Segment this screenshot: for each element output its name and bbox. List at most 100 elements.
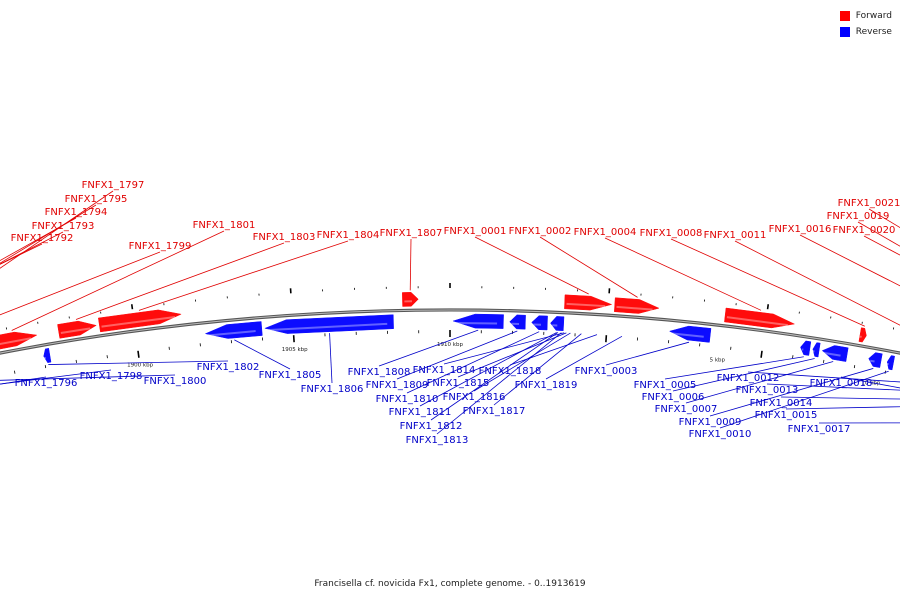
gene-arrow-shine [101,315,176,328]
gene-label: FNFX1_1810 [376,394,439,405]
gene-arrow-shine [616,305,653,311]
gene-arrow [868,352,883,368]
label-leader-line [0,217,77,262]
gene-arrow [812,342,821,358]
label-leader-line [329,333,333,384]
label-leader-line [539,236,638,298]
label-leader-line [785,406,900,410]
scale-label: 10 kbp [862,380,881,386]
gene-label: FNFX1_0008 [640,228,703,239]
label-leader-line [406,331,540,394]
label-leader-line [664,356,804,380]
label-leader-line [709,368,874,417]
gene-label: FNFX1_0021 [838,198,900,209]
gene-label: FNFX1_0011 [704,230,767,241]
gene-label: FNFX1_1792 [11,233,74,244]
label-leader-line [747,371,900,383]
label-leader-line [780,396,900,400]
gene-arrow-shine [726,316,788,327]
legend-item-forward: Forward [839,9,892,23]
gene-label: FNFX1_1812 [400,421,463,432]
gene-label: FNFX1_1801 [193,220,256,231]
gene-label: FNFX1_1811 [389,407,452,418]
label-leader-line [457,332,567,378]
gene-label: FNFX1_1803 [253,232,316,243]
gene-label: FNFX1_1794 [45,207,108,218]
legend-item-reverse: Reverse [839,25,892,39]
gene-arrow-shine [266,322,388,332]
gene-label: FNFX1_1807 [380,228,443,239]
label-leader-line [799,234,900,287]
gene-label: FNFX1_0020 [833,225,896,236]
scale-label: 1910 kbp [437,342,463,348]
label-leader-line [409,238,412,291]
label-leader-line [396,330,518,380]
gene-label: FNFX1_0010 [689,429,752,440]
gene-label: FNFX1_0009 [679,417,742,428]
label-leader-line [766,383,900,391]
gene-label: FNFX1_1815 [427,378,490,389]
label-leader-line [857,221,900,247]
scale-label: 5 kbp [710,357,726,363]
legend: Forward Reverse [839,9,892,41]
label-leader-line [509,334,598,366]
gene-label: FNFX1_1805 [259,370,322,381]
gene-label: FNFX1_1797 [82,180,145,191]
gene-label: FNFX1_1798 [80,371,143,382]
gene-arrow [614,297,660,314]
scale-tick-bottom [760,350,763,358]
gene-arrow-shine [823,351,841,357]
label-leader-line [0,369,112,385]
label-leader-line [604,237,762,311]
gene-arrow [402,292,419,307]
gene-label: FNFX1_1813 [406,435,469,446]
gene-label: FNFX1_1799 [129,241,192,252]
legend-reverse-label: Reverse [855,27,892,37]
label-leader-line [419,332,557,407]
map-caption: Francisella cf. novicida Fx1, complete g… [314,579,586,589]
label-leader-line [430,332,559,421]
gene-label: FNFX1_0013 [736,385,799,396]
gene-label: FNFX1_0014 [750,398,813,409]
label-leader-line [0,190,114,269]
gene-arrow-shine [566,302,606,308]
gene-label: FNFX1_1800 [144,376,207,387]
gene-label: FNFX1_0019 [827,211,890,222]
gene-arrow [886,355,895,371]
label-leader-line [0,204,97,264]
gene-label: FNFX1_1804 [317,230,380,241]
label-leader-line [234,339,291,370]
gene-label: FNFX1_1814 [413,365,476,376]
gene-label: FNFX1_0016 [769,224,832,235]
label-leader-line [443,332,565,365]
label-leader-line [670,238,865,327]
gene-arrow [564,294,613,311]
gene-label: FNFX1_1819 [515,380,578,391]
scale-tick-bottom [137,350,140,358]
gene-label: FNFX1_1793 [32,221,95,232]
forward-swatch [839,11,850,21]
label-leader-line [605,341,690,366]
gene-label: FNFX1_0007 [655,404,718,415]
label-leader-line [11,230,225,331]
label-leader-line [734,240,900,326]
gene-label: FNFX1_0005 [634,380,697,391]
scale-tick-bottom [853,365,856,369]
gene-arrow [43,348,52,363]
gene-arrow [264,314,394,334]
gene-arrow-shine [671,332,704,338]
label-leader-line [48,360,229,365]
label-leader-line [474,236,589,295]
gene-label: FNFX1_0003 [575,366,638,377]
gene-label: FNFX1_1795 [65,194,128,205]
gene-arrow [531,315,548,331]
gene-label: FNFX1_0001 [444,226,507,237]
label-leader-line [685,361,834,404]
gene-label: FNFX1_1809 [366,380,429,391]
gene-label: FNFX1_0002 [509,226,572,237]
gene-label: FNFX1_0015 [755,410,818,421]
gene-arrow [821,345,849,362]
label-leader-line [840,376,900,389]
label-leader-line [0,374,176,381]
gene-arrow [509,314,526,330]
